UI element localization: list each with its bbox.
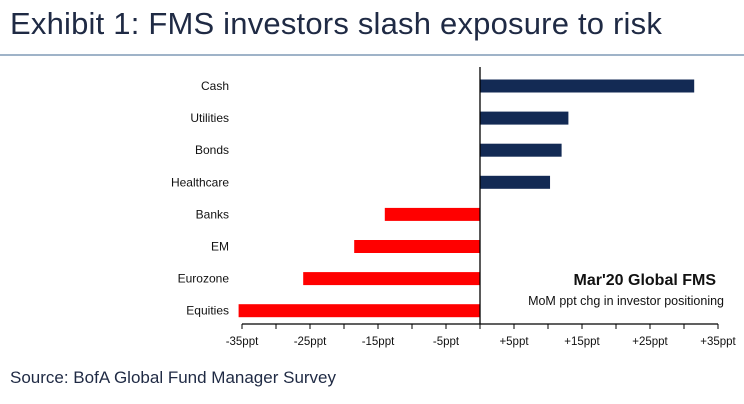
bar-chart: Cash Utilities Bonds Healthcare Banks EM Euroz… <box>171 67 737 348</box>
source-note: Source: BofA Global Fund Manager Survey <box>10 368 337 387</box>
bar-equities <box>238 304 480 318</box>
category-label-utilities: Utilities <box>190 111 229 125</box>
category-labels: Cash Utilities Bonds Healthcare Banks EM Euroz… <box>171 79 229 318</box>
x-tick-label: -25ppt <box>294 336 327 348</box>
bars-group <box>238 79 695 318</box>
x-tick-label: +25ppt <box>632 336 668 348</box>
annotation-subtitle: MoM ppt chg in investor positioning <box>528 294 724 308</box>
x-axis-ticks: -35ppt -25ppt -15ppt -5ppt +5ppt +15ppt +25ppt… <box>226 336 737 348</box>
bar-utilities <box>480 111 569 125</box>
x-tick-label: -15ppt <box>362 336 395 348</box>
title-divider <box>0 54 744 56</box>
category-label-cash: Cash <box>201 79 229 93</box>
page-title: Exhibit 1: FMS investors slash exposure … <box>10 6 663 41</box>
category-label-em: EM <box>211 240 229 254</box>
bar-healthcare <box>480 175 551 189</box>
x-tick-label: +15ppt <box>564 336 600 348</box>
annotation-title: Mar'20 Global FMS <box>574 272 717 289</box>
x-tick-label: +35ppt <box>700 336 736 348</box>
x-tick-label: +5ppt <box>499 336 529 348</box>
bar-cash <box>480 79 695 93</box>
bar-banks <box>384 207 480 221</box>
axes-group <box>241 67 719 329</box>
category-label-bonds: Bonds <box>195 143 229 157</box>
x-tick-label: -5ppt <box>433 336 460 348</box>
category-label-healthcare: Healthcare <box>171 175 229 189</box>
bar-eurozone <box>303 272 480 286</box>
category-label-eurozone: Eurozone <box>178 272 230 286</box>
bar-bonds <box>480 143 562 157</box>
x-tick-label: -35ppt <box>226 336 259 348</box>
bar-em <box>354 240 480 253</box>
category-label-banks: Banks <box>196 207 229 221</box>
category-label-equities: Equities <box>186 304 229 318</box>
